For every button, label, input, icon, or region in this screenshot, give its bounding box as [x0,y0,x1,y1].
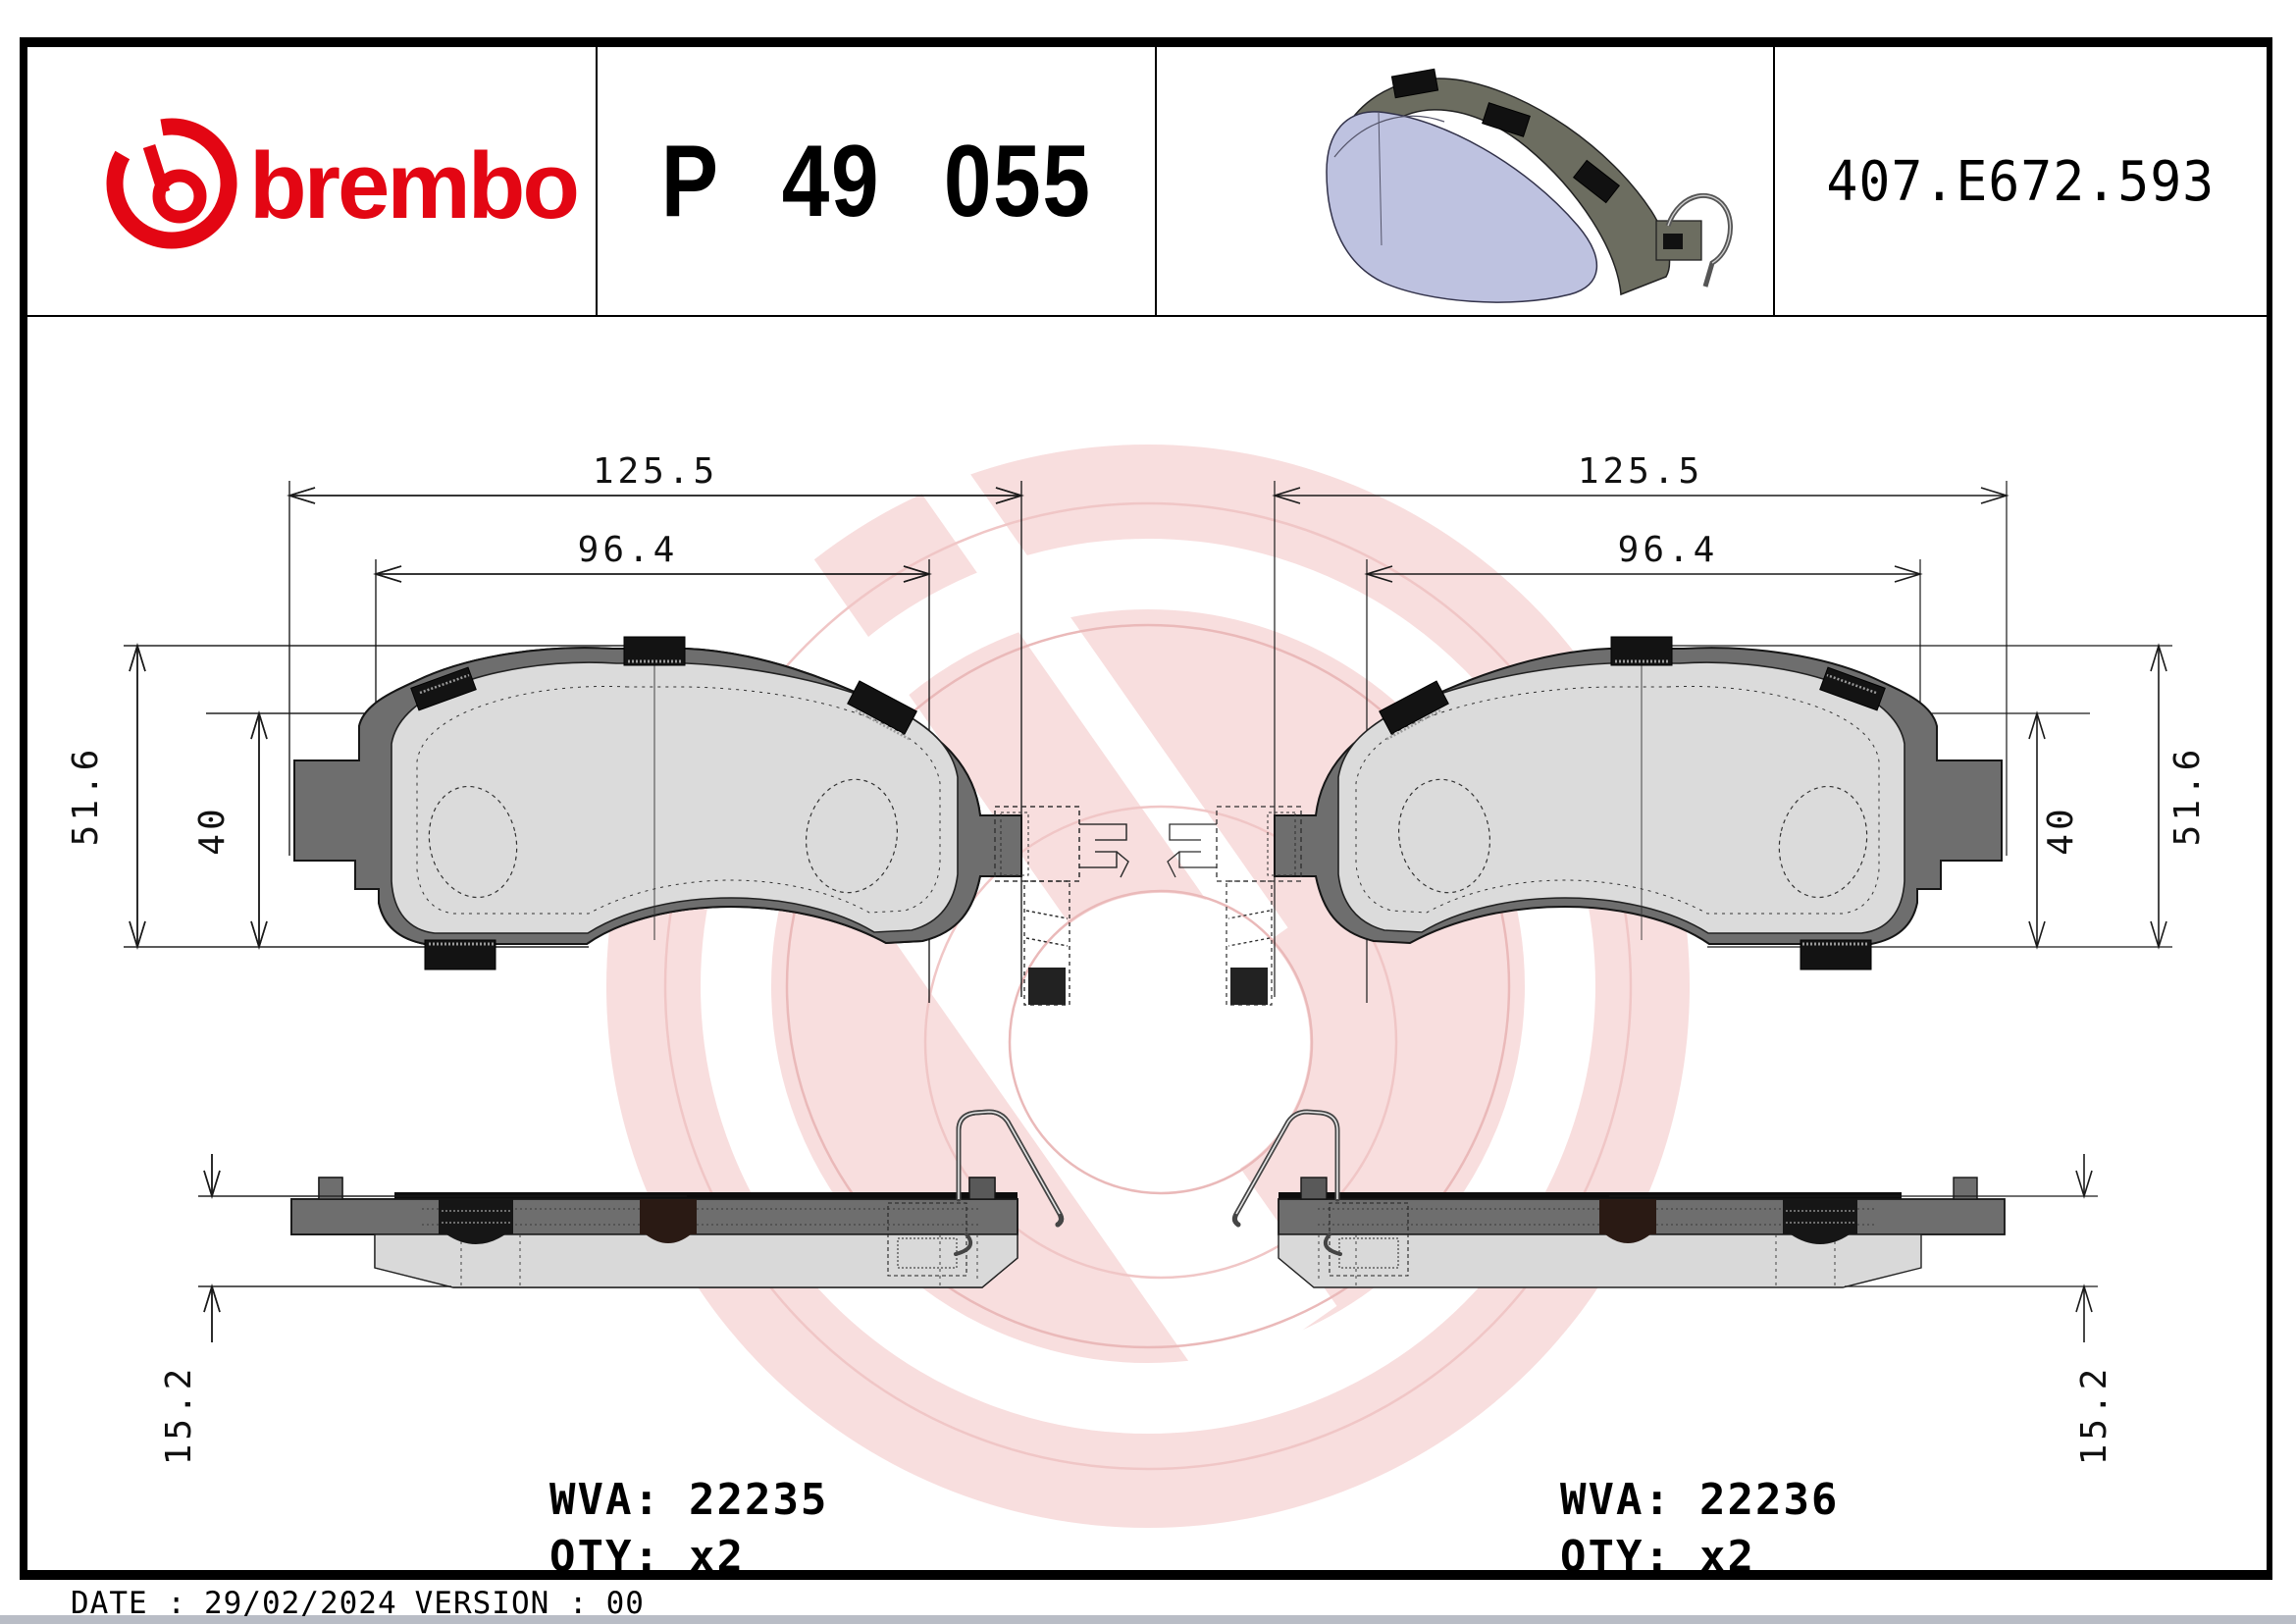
wva-number: 22235 [688,1475,829,1525]
wva-label: WVA: [1560,1475,1672,1525]
catalog-code: 407.E672.593 [1826,149,2215,214]
wva-block-left: WVA: 22235 QTY: x2 [549,1472,828,1586]
dim-label-width-friction-left: 96.4 [578,530,679,570]
dim-label-height-friction-left: 40 [192,805,233,855]
brembo-logo-icon [106,118,237,249]
brembo-logo: brembo [108,118,580,255]
wva-block-right: WVA: 22236 QTY: x2 [1560,1472,1839,1586]
version-label: VERSION : [414,1586,589,1621]
brand-wordmark: brembo [249,133,580,238]
part-number-cell: P 49 055 [597,47,1156,316]
date-label: DATE : [71,1586,186,1621]
wva-row: WVA: 22236 [1560,1472,1839,1529]
qty-row: QTY: x2 [549,1529,828,1586]
page-frame [20,37,2272,1580]
qty-label: QTY: [549,1532,661,1583]
dim-label-width-total-left: 125.5 [593,451,718,492]
dim-label-height-total-right: 51.6 [2167,746,2208,847]
date-value: 29/02/2024 [203,1586,397,1621]
qty-value: x2 [1698,1532,1755,1583]
qty-row: QTY: x2 [1560,1529,1839,1586]
wva-label: WVA: [549,1475,661,1525]
pad-3d-render [1326,68,1733,303]
dim-label-width-friction-right: 96.4 [1618,530,1719,570]
catalog-code-cell: 407.E672.593 [1774,47,2267,316]
wva-number: 22236 [1698,1475,1840,1525]
part-number: P 49 055 [660,125,1092,238]
wva-row: WVA: 22235 [549,1472,828,1529]
header-grid [27,47,2267,317]
dim-label-height-total-left: 51.6 [66,746,106,847]
dim-label-thickness-left: 15.2 [159,1365,199,1466]
qty-label: QTY: [1560,1532,1672,1583]
footer: DATE : 29/02/2024 VERSION : 00 [71,1586,662,1621]
version-value: 00 [605,1586,645,1621]
page-bottom-strip [0,1615,2296,1624]
dim-label-width-total-right: 125.5 [1578,451,1703,492]
dim-label-thickness-right: 15.2 [2074,1365,2114,1466]
qty-value: x2 [688,1532,745,1583]
dim-label-height-friction-right: 40 [2041,805,2081,855]
